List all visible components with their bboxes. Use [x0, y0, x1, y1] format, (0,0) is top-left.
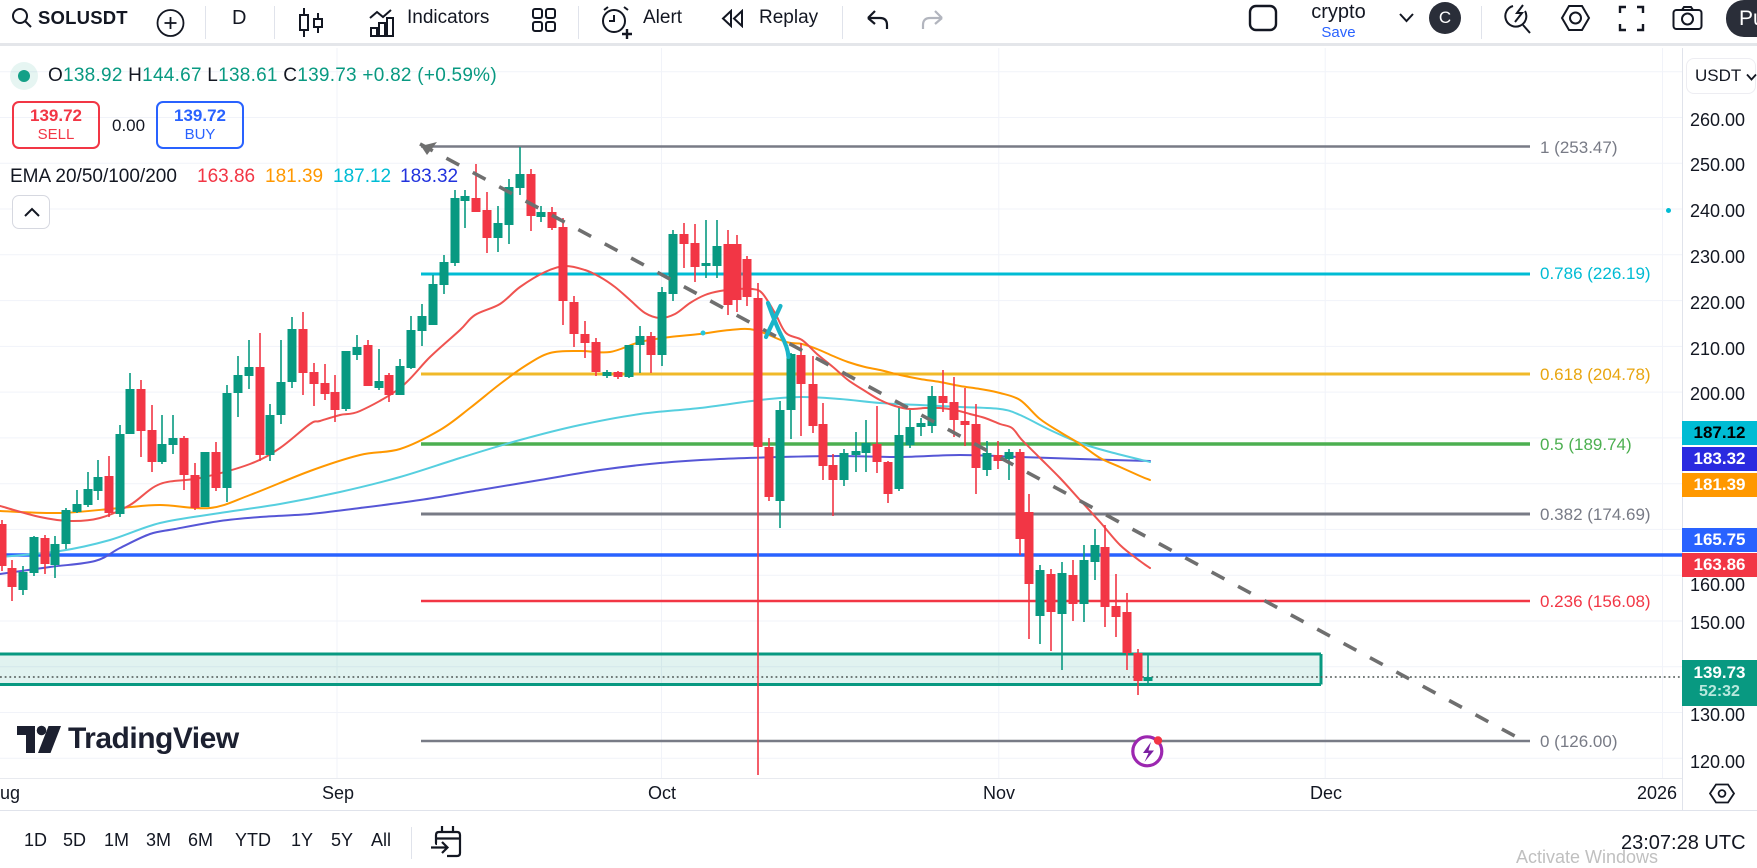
svg-text:TradingView: TradingView — [68, 722, 240, 755]
